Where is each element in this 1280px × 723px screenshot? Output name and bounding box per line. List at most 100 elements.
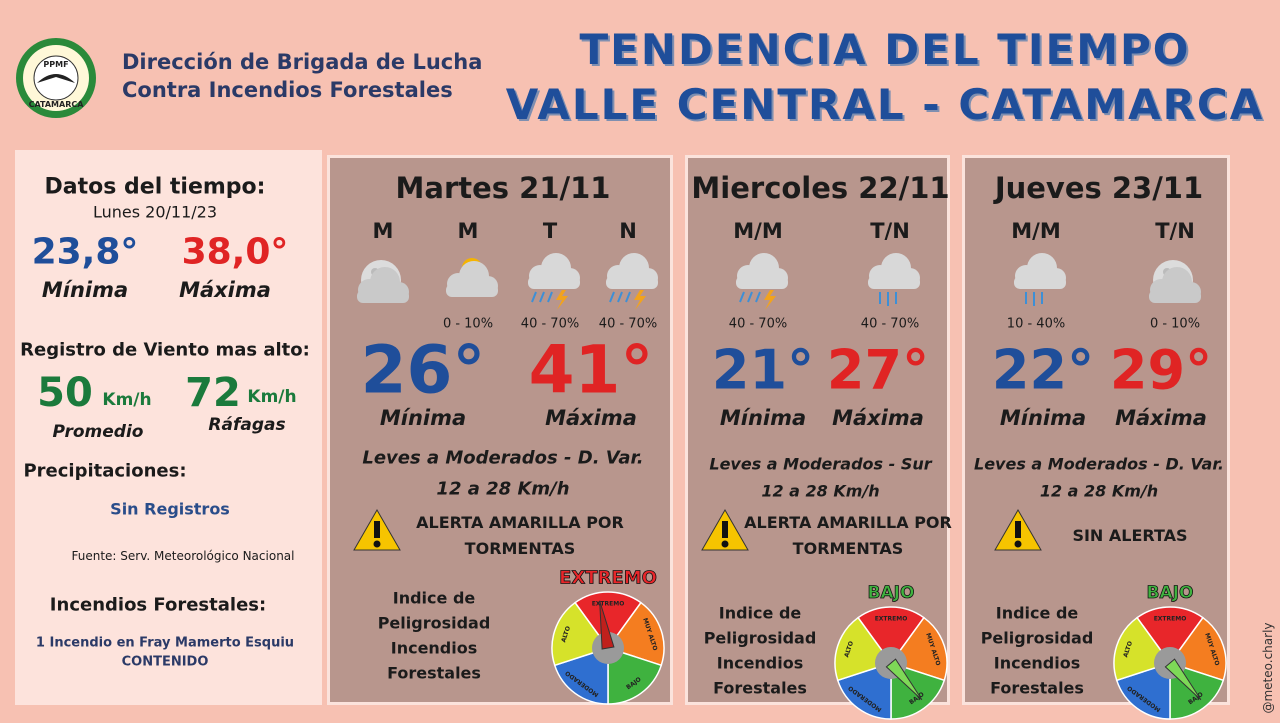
alert: SIN ALERTAS	[1072, 526, 1188, 545]
index-label: Peligrosidad	[377, 613, 491, 633]
probability: 0 - 10%	[442, 316, 494, 332]
period-label: M	[372, 219, 394, 243]
max-temp: 38,0°	[181, 231, 289, 273]
period-label: T/N	[870, 219, 910, 243]
gauge-label: ALTO	[1122, 640, 1134, 658]
logo-bottom: CATAMARCA	[29, 100, 85, 109]
max-temp: 41°	[528, 331, 654, 409]
alert: ALERTA AMARILLA POR TORMENTAS	[744, 513, 952, 558]
wind: Leves a Moderados - D. Var.	[974, 454, 1224, 474]
gauge-label: EXTREMO	[592, 601, 625, 608]
title: TENDENCIA DEL TIEMPO	[579, 25, 1191, 74]
weather-icon	[1149, 260, 1201, 303]
weather-icon	[446, 258, 498, 297]
weather-icon	[1014, 253, 1066, 306]
gauge-label: EXTREMO	[875, 616, 908, 623]
weather-icon	[357, 260, 409, 303]
probability: 40 - 70%	[728, 316, 788, 332]
day-panel: Jueves 23/11 M/M 10 - 40% T/N 0 - 10% 22° 29° M…	[962, 155, 1230, 720]
org-name: Contra Incendios Forestales	[122, 78, 453, 102]
label: Mínima	[999, 406, 1087, 430]
gauge-label: ALTO	[560, 625, 572, 643]
max-temp: 29°	[1109, 338, 1213, 402]
day-panel: Martes 21/11 M M 0 - 10% T 40 - 70% N 40 - 70% 2…	[327, 155, 673, 705]
label: Máxima	[179, 278, 271, 302]
period-label: T	[542, 219, 558, 243]
index-label: Indice de	[995, 603, 1079, 623]
logo-top: PPMF	[43, 60, 68, 69]
weather-icon	[606, 253, 658, 310]
day-name: Martes 21/11	[395, 171, 611, 205]
unit: Km/h	[102, 390, 152, 410]
heading: Registro de Viento mas alto:	[20, 339, 310, 361]
label: Promedio	[52, 422, 144, 442]
risk-level: BAJO	[1146, 583, 1194, 604]
wind: Leves a Moderados - D. Var.	[362, 447, 644, 469]
min-temp: 23,8°	[31, 231, 139, 273]
probability: 10 - 40%	[1006, 316, 1066, 332]
label: Máxima	[832, 406, 924, 430]
label: Ráfagas	[208, 415, 286, 435]
fires: 1 Incendio en Fray Mamerto Esquiu	[35, 635, 295, 651]
wind-speed: 12 a 28 Km/h	[761, 481, 880, 501]
index-label: Incendios	[993, 653, 1081, 673]
precip: Sin Registros	[110, 499, 230, 519]
title: VALLE CENTRAL - CATAMARCA	[505, 80, 1265, 129]
wind-speed: 12 a 28 Km/h	[1039, 481, 1159, 501]
heading: Incendios Forestales:	[49, 594, 267, 616]
index-label: Incendios	[716, 653, 804, 673]
min-temp: 22°	[991, 338, 1095, 402]
gauge-label: ALTO	[843, 640, 855, 658]
source: Fuente: Serv. Meteorológico Nacional	[71, 549, 295, 563]
gauge-label: EXTREMO	[1154, 616, 1187, 623]
period-label: N	[619, 219, 637, 243]
alert-icon	[701, 508, 749, 551]
period-label: M/M	[1011, 219, 1061, 243]
weather-icon	[868, 253, 920, 306]
index-label: Forestales	[713, 678, 807, 698]
min-temp: 21°	[711, 338, 815, 402]
wind-avg: 50	[37, 370, 93, 416]
day-name: Miercoles 22/11	[691, 171, 950, 205]
alert-icon	[994, 508, 1042, 551]
org-name: Dirección de Brigada de Lucha	[122, 50, 483, 74]
logo: PPMF CATAMARCA	[16, 38, 96, 118]
gauge-needle	[885, 658, 923, 701]
gauge-needle	[599, 600, 615, 650]
label: Máxima	[545, 406, 637, 430]
date: Lunes 20/11/23	[92, 202, 218, 222]
label: Mínima	[719, 406, 807, 430]
period-label: M/M	[733, 219, 783, 243]
index-label: Indice de	[392, 588, 476, 608]
day-panel: Miercoles 22/11 M/M 40 - 70% T/N 40 - 70% 21°…	[685, 155, 952, 720]
wind-gust: 72	[185, 370, 241, 416]
summary-panel: Datos del tiempo: Lunes 20/11/23 23,8° 38,0…	[15, 150, 322, 705]
label: Mínima	[379, 406, 467, 430]
period-label: T/N	[1155, 219, 1195, 243]
index-label: Indice de	[718, 603, 802, 623]
wind: Leves a Moderados - Sur	[709, 454, 932, 474]
risk-level: EXTREMO	[559, 567, 658, 589]
period-label: M	[457, 219, 479, 243]
max-temp: 27°	[826, 338, 930, 402]
weather-icon	[736, 253, 788, 310]
index-label: Forestales	[990, 678, 1084, 698]
watermark: @meteo.charly	[1261, 622, 1275, 714]
probability: 0 - 10%	[1149, 316, 1201, 332]
risk-level: BAJO	[867, 583, 915, 604]
index-label: Forestales	[387, 663, 481, 683]
index-label: Incendios	[390, 638, 478, 658]
heading: Datos del tiempo:	[44, 174, 266, 200]
heading: Precipitaciones:	[23, 460, 187, 482]
label: Mínima	[41, 278, 129, 302]
alert-icon	[353, 508, 401, 551]
alert: ALERTA AMARILLA POR TORMENTAS	[416, 513, 624, 558]
weather-icon	[528, 253, 580, 310]
index-label: Peligrosidad	[703, 628, 817, 648]
min-temp: 26°	[360, 331, 486, 409]
unit: Km/h	[247, 387, 297, 407]
wind-speed: 12 a 28 Km/h	[436, 478, 570, 500]
